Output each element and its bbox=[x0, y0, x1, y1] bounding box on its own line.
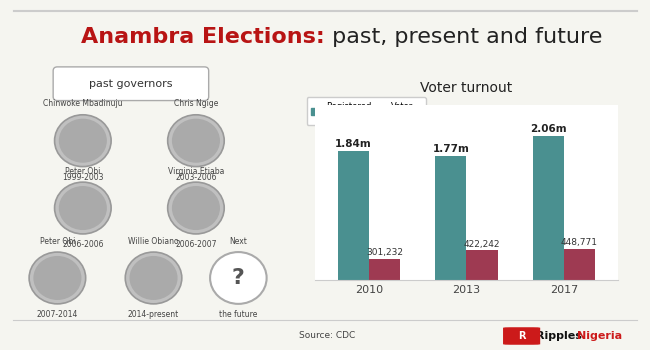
Legend: Registered
voters, Voter
turnout: Registered voters, Voter turnout bbox=[307, 97, 426, 125]
Text: Peter Obi: Peter Obi bbox=[40, 237, 75, 246]
Text: past governors: past governors bbox=[89, 79, 173, 89]
Bar bbox=[533, 136, 564, 280]
Text: 2014-present: 2014-present bbox=[128, 310, 179, 319]
Circle shape bbox=[58, 119, 107, 163]
Text: Nigeria: Nigeria bbox=[577, 331, 621, 341]
Text: Next: Next bbox=[229, 237, 247, 246]
Text: Source: CDC: Source: CDC bbox=[299, 331, 356, 341]
Circle shape bbox=[55, 182, 111, 234]
Text: Voter turnout: Voter turnout bbox=[421, 80, 512, 94]
Circle shape bbox=[33, 256, 81, 300]
Text: 2007-2014: 2007-2014 bbox=[36, 310, 78, 319]
Circle shape bbox=[168, 115, 224, 167]
Bar bbox=[338, 151, 369, 280]
Circle shape bbox=[172, 119, 220, 163]
Text: Peter Obi: Peter Obi bbox=[65, 167, 101, 176]
Circle shape bbox=[58, 186, 107, 230]
Circle shape bbox=[172, 186, 220, 230]
Text: 422,242: 422,242 bbox=[463, 240, 500, 249]
Text: ?: ? bbox=[232, 268, 245, 288]
Text: Ripples: Ripples bbox=[536, 331, 582, 341]
Text: past, present and future: past, present and future bbox=[325, 27, 603, 47]
Text: 2006-2006: 2006-2006 bbox=[62, 240, 103, 250]
Bar bbox=[564, 248, 595, 280]
Text: Anambra Elections:: Anambra Elections: bbox=[81, 27, 325, 47]
Circle shape bbox=[29, 252, 86, 304]
Text: Willie Obiano: Willie Obiano bbox=[128, 237, 179, 246]
Text: 1.84m: 1.84m bbox=[335, 139, 372, 149]
Text: 1999-2003: 1999-2003 bbox=[62, 173, 103, 182]
Bar bbox=[467, 251, 498, 280]
Text: 2003-2006: 2003-2006 bbox=[176, 173, 216, 182]
Bar bbox=[436, 156, 467, 280]
Text: 2006-2007: 2006-2007 bbox=[176, 240, 216, 250]
Circle shape bbox=[168, 182, 224, 234]
Text: Chris Ngige: Chris Ngige bbox=[174, 99, 218, 108]
Text: 301,232: 301,232 bbox=[366, 248, 403, 257]
FancyBboxPatch shape bbox=[53, 67, 209, 100]
Text: R: R bbox=[518, 331, 526, 341]
FancyBboxPatch shape bbox=[504, 328, 540, 344]
Text: 448,771: 448,771 bbox=[561, 238, 598, 247]
Text: 1.77m: 1.77m bbox=[432, 144, 469, 154]
Circle shape bbox=[125, 252, 182, 304]
Text: the future: the future bbox=[219, 310, 257, 319]
Text: Chinwoke Mbadinuju: Chinwoke Mbadinuju bbox=[43, 99, 123, 108]
Circle shape bbox=[55, 115, 111, 167]
Text: Virginia Etiaba: Virginia Etiaba bbox=[168, 167, 224, 176]
Bar bbox=[369, 259, 400, 280]
Text: 2.06m: 2.06m bbox=[530, 124, 567, 134]
Circle shape bbox=[129, 256, 177, 300]
Circle shape bbox=[210, 252, 266, 304]
